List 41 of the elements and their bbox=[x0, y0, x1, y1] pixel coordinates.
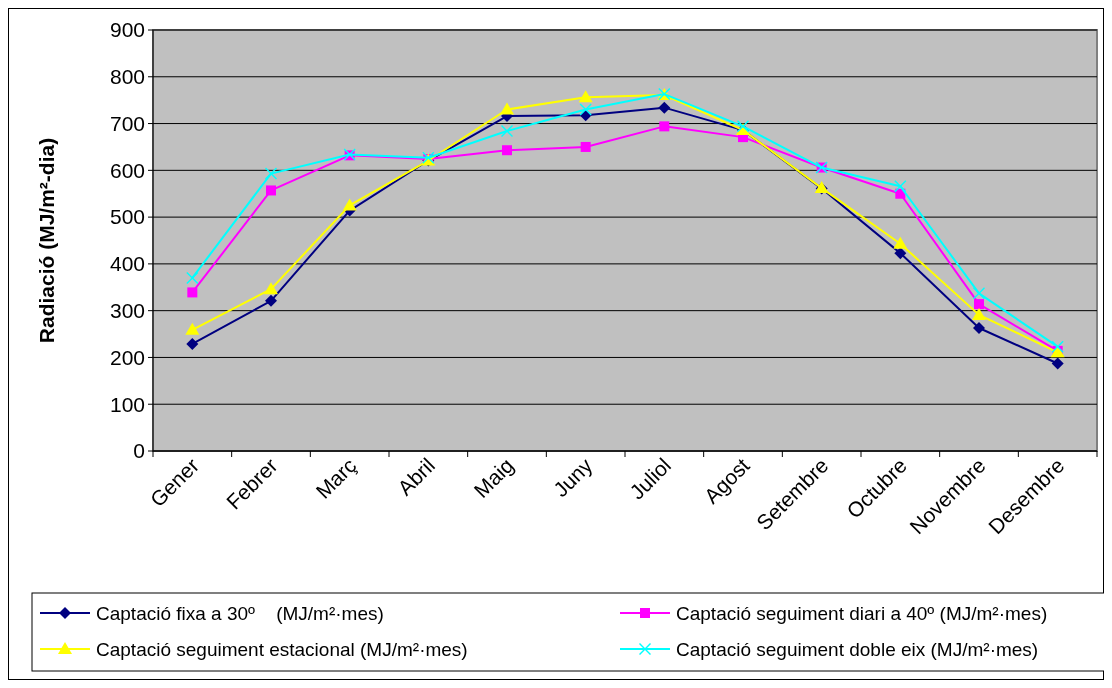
point bbox=[266, 185, 276, 196]
point bbox=[973, 321, 985, 334]
point bbox=[187, 287, 198, 298]
point bbox=[659, 121, 670, 132]
point bbox=[1051, 340, 1064, 353]
point bbox=[265, 294, 277, 307]
y-tick-label: 500 bbox=[109, 205, 145, 229]
y-axis-title: Radiació (MJ/m²-dia) bbox=[35, 137, 58, 344]
point bbox=[1051, 357, 1064, 370]
point bbox=[342, 198, 357, 211]
legend-label: Captació seguiment doble eix (MJ/m²·mes) bbox=[676, 638, 1039, 660]
legend-label: Captació fixa a 30º (MJ/m²·mes) bbox=[96, 602, 384, 624]
point bbox=[502, 145, 512, 156]
point bbox=[578, 90, 593, 103]
point bbox=[265, 167, 277, 180]
y-tick-label: 200 bbox=[109, 345, 145, 369]
y-tick-label: 900 bbox=[109, 18, 145, 42]
y-tick-label: 300 bbox=[109, 299, 145, 323]
point bbox=[973, 287, 985, 300]
point bbox=[501, 125, 513, 138]
y-tick-label: 100 bbox=[109, 392, 145, 416]
y-tick-label: 0 bbox=[133, 439, 145, 463]
y-tick-label: 400 bbox=[109, 252, 145, 276]
point bbox=[658, 101, 671, 114]
y-tick-label: 600 bbox=[109, 158, 145, 182]
point bbox=[186, 271, 199, 284]
point bbox=[893, 236, 908, 249]
point bbox=[894, 247, 907, 260]
point bbox=[186, 337, 199, 350]
point bbox=[264, 282, 278, 295]
point bbox=[974, 299, 984, 310]
y-tick-label: 800 bbox=[109, 65, 145, 89]
point bbox=[894, 180, 907, 193]
point bbox=[185, 322, 200, 335]
point bbox=[580, 141, 591, 152]
legend-label: Captació seguiment estacional (MJ/m²·mes) bbox=[96, 638, 468, 660]
point bbox=[972, 307, 986, 320]
point bbox=[500, 102, 514, 115]
point bbox=[579, 103, 592, 116]
y-tick-label: 700 bbox=[109, 111, 145, 135]
legend-label: Captació seguiment diari a 40º (MJ/m²·mes) bbox=[676, 602, 1048, 624]
